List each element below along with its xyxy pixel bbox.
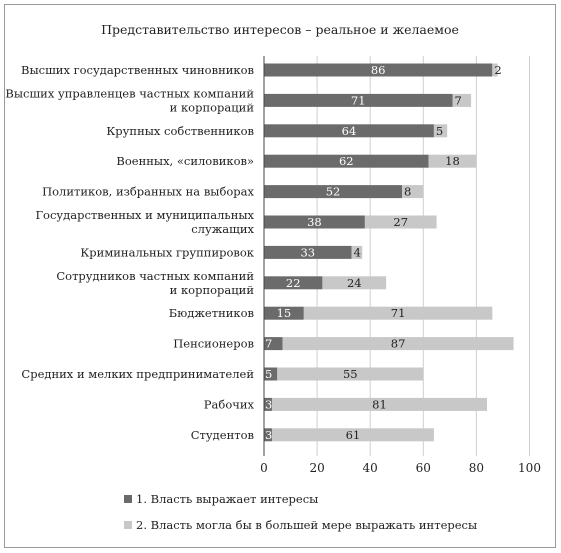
bar-series-2 [277,367,424,381]
bar-value-label-series-2: 7 [455,93,462,107]
category-label: Бюджетников [169,306,254,320]
bar-value-label-series-2: 71 [391,306,406,320]
bar-series-1 [264,397,272,411]
category-label: Крупных собственников [106,124,254,138]
bar-series-2 [402,185,424,199]
bar-value-label-series-1: 7 [265,337,272,351]
grid-lines [316,56,530,456]
category-labels: Высших государственных чиновников Высших … [5,63,254,442]
bar-series-1 [264,185,403,199]
bar-value-label-series-2: 18 [445,154,460,168]
x-axis: 0 20 40 60 80 100 [260,56,541,475]
x-tick-label: 20 [309,461,324,475]
category-label: Государственных и муниципальных служащих [35,208,254,236]
bar-series-1 [264,63,493,77]
bar-series-2 [322,276,387,290]
bar-series-1 [264,215,365,229]
bar-value-label-series-1: 33 [300,245,315,259]
bar-series-2 [428,154,477,168]
bar-series-2 [452,93,472,107]
bar-value-label-series-2: 8 [404,185,411,199]
x-tick-label: 60 [416,461,431,475]
bar-value-label-series-1: 3 [265,428,272,442]
bar-value-label-series-1: 71 [351,93,366,107]
bar-value-label-series-1: 52 [326,185,341,199]
x-tick-label: 40 [363,461,378,475]
bar-value-label-series-2: 87 [391,337,406,351]
bar-series-2 [433,124,448,138]
bar-series-1 [264,245,352,259]
legend-swatch [124,495,132,503]
category-label: Военных, «силовиков» [116,154,254,168]
category-label: Сотрудников частных компаний и корпораций [56,269,254,297]
bar-series-1 [264,124,434,138]
bar-value-label-series-1: 62 [339,154,354,168]
x-tick-label: 0 [260,461,268,475]
bar-series-1 [264,428,272,442]
bar-series-1 [264,276,323,290]
legend-label: 2. Власть могла бы в большей мере выража… [136,518,477,532]
category-label: Рабочих [204,397,255,411]
category-label: Криминальных группировок [80,245,254,259]
bar-series-2 [351,245,363,259]
bar-series-2 [364,215,437,229]
legend-swatch [124,521,132,529]
chart-title: Представительство интересов – реальное и… [101,22,459,37]
bar-value-label-series-1: 5 [265,367,272,381]
bar-value-label-series-2: 24 [347,276,362,290]
x-tick-label: 100 [518,461,541,475]
bar-series-2 [303,306,493,320]
bar-value-label-series-2: 55 [343,367,358,381]
bar-series-2 [271,428,434,442]
bar-value-label-series-1: 38 [307,215,322,229]
x-tick-label: 80 [469,461,484,475]
bar-series-1 [264,306,304,320]
category-label: Высших управленцев частных компаний и кор… [5,86,254,114]
category-label: Средних и мелких предпринимателей [21,367,254,381]
category-label: Высших государственных чиновников [21,63,254,77]
bar-value-label-series-1: 86 [371,63,386,77]
bar-value-label-series-1: 64 [342,124,357,138]
bar-series-2 [492,63,498,77]
bar-value-label-series-2: 81 [372,397,387,411]
bar-value-label-series-1: 22 [286,276,301,290]
legend: 1. Власть выражает интересы 2. Власть мог… [124,492,477,532]
category-label: Студентов [191,428,254,442]
bar-series-1 [264,154,429,168]
bar-series-1 [264,93,453,107]
legend-label: 1. Власть выражает интересы [136,492,318,506]
bar-value-label-series-1: 15 [277,306,292,320]
bar-value-label-series-1: 3 [265,397,272,411]
bar-value-label-series-2: 5 [436,124,443,138]
bar-series-2 [282,337,514,351]
bar-value-label-series-2: 2 [494,63,501,77]
bar-value-label-series-2: 27 [393,215,408,229]
bar-series-2 [271,397,488,411]
bar-series-1 [264,337,283,351]
bar-value-label-series-2: 61 [346,428,361,442]
bar-series-1 [264,367,278,381]
category-label: Политиков, избранных на выборах [42,185,254,199]
bar-value-label-series-2: 4 [354,245,361,259]
category-label: Пенсионеров [173,337,254,351]
